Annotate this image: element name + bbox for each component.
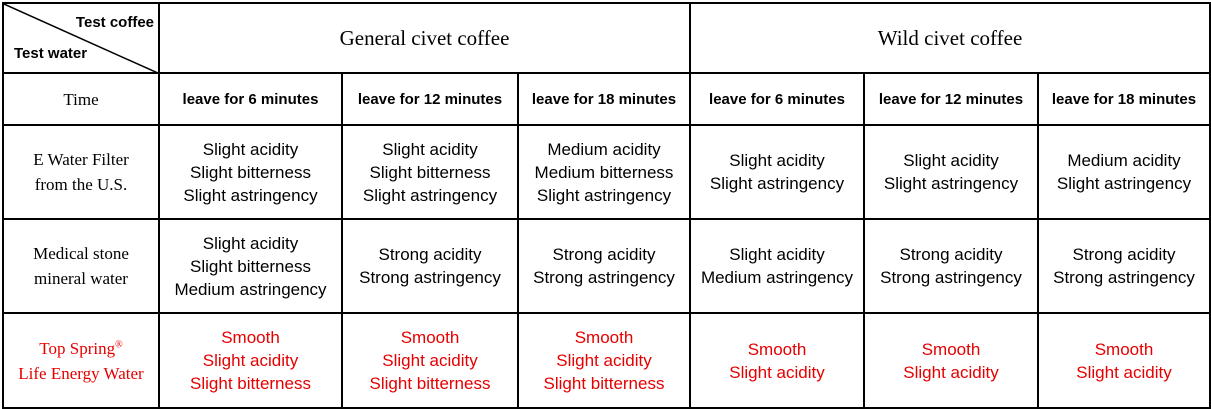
taste-note: Slight acidity — [903, 362, 999, 382]
taste-note: Medium bitterness — [534, 162, 674, 182]
time-header-cell: leave for 6 minutes — [689, 72, 865, 126]
taste-note: Slight bitterness — [369, 162, 491, 182]
taste-note: Slight astringency — [1056, 174, 1192, 193]
time-row-label: Time — [2, 72, 160, 126]
taste-note: Slight acidity — [556, 351, 652, 370]
time-header-cell: leave for 12 minutes — [863, 72, 1039, 126]
diagonal-divider — [4, 4, 160, 74]
taste-note: Smooth — [574, 328, 634, 347]
corner-cell: Test coffee Test water — [2, 2, 160, 74]
taste-note: Slight acidity — [382, 351, 478, 370]
taste-note: Medium astringency — [700, 268, 854, 287]
taste-result-cell: Slight acidity Slight bitterness Slight as… — [158, 124, 343, 220]
taste-note: Slight acidity — [1076, 362, 1172, 382]
taste-result-cell: Strong acidity Strong astringency — [517, 218, 691, 314]
taste-result-cell: Smooth Slight acidity Slight bitterness — [517, 312, 691, 409]
taste-result-cell: Slight acidity Slight astringency — [689, 124, 865, 220]
water-row-e-water: E Water Filter from the U.S. Slight acidit… — [2, 124, 1211, 220]
water-type-label-line: Life Energy Water — [18, 363, 144, 383]
taste-note: Medium acidity — [547, 139, 661, 159]
corner-top-label: Test coffee — [75, 14, 154, 31]
taste-note: Slight acidity — [729, 151, 825, 170]
taste-note: Strong astringency — [359, 268, 501, 287]
taste-result-cell: Slight acidity Medium astringency — [689, 218, 865, 314]
taste-note: Smooth — [400, 328, 460, 347]
time-header-cell: leave for 12 minutes — [341, 72, 519, 126]
taste-note: Strong acidity — [1072, 245, 1176, 264]
taste-note: Slight acidity — [903, 151, 999, 170]
water-type-label-line: mineral water — [34, 269, 128, 288]
water-type-label-line: from the U.S. — [34, 175, 128, 194]
taste-note: Strong acidity — [552, 245, 656, 264]
taste-note: Slight astringency — [883, 174, 1019, 193]
taste-result-cell: Smooth Slight acidity Slight bitterness — [341, 312, 519, 409]
taste-note: Strong acidity — [378, 245, 482, 264]
registered-mark: ® — [115, 338, 123, 350]
taste-note: Medium astringency — [174, 279, 327, 299]
group-header-general: General civet coffee — [158, 2, 691, 74]
time-header-cell: leave for 6 minutes — [158, 72, 343, 126]
water-type-label-line: Top Spring® — [39, 338, 123, 358]
taste-result-cell: Strong acidity Strong astringency — [341, 218, 519, 314]
taste-result-cell: Smooth Slight acidity — [1037, 312, 1211, 409]
water-type-label-line: Medical stone — [33, 244, 129, 263]
time-row: Time leave for 6 minutes leave for 12 mi… — [2, 72, 1211, 126]
time-header-cell: leave for 18 minutes — [1037, 72, 1211, 126]
taste-note: Smooth — [1094, 339, 1154, 359]
taste-note: Slight astringency — [183, 185, 318, 205]
taste-result-cell: Medium acidity Slight astringency — [1037, 124, 1211, 220]
taste-note: Slight astringency — [709, 174, 845, 193]
taste-note: Smooth — [221, 328, 280, 347]
corner-bottom-label: Test water — [14, 45, 88, 62]
taste-note: Slight bitterness — [543, 374, 665, 393]
taste-note: Smooth — [921, 339, 981, 359]
taste-result-cell: Smooth Slight acidity — [689, 312, 865, 409]
taste-note: Slight bitterness — [190, 256, 311, 276]
taste-note: Slight acidity — [729, 362, 825, 382]
taste-note: Smooth — [747, 339, 807, 359]
water-type-label: E Water Filter from the U.S. — [2, 124, 160, 220]
time-header-cell: leave for 18 minutes — [517, 72, 691, 126]
taste-result-cell: Smooth Slight acidity Slight bitterness — [158, 312, 343, 409]
taste-result-cell: Smooth Slight acidity — [863, 312, 1039, 409]
taste-note: Slight astringency — [362, 185, 498, 205]
taste-note: Slight acidity — [202, 233, 299, 253]
taste-note: Slight acidity — [202, 139, 299, 159]
group-header-row: Test coffee Test water General civet cof… — [2, 2, 1211, 74]
taste-note: Slight bitterness — [369, 374, 491, 393]
taste-result-cell: Slight acidity Slight astringency — [863, 124, 1039, 220]
taste-note: Slight astringency — [536, 185, 672, 205]
taste-note: Slight acidity — [202, 351, 299, 370]
group-header-wild: Wild civet coffee — [689, 2, 1211, 74]
taste-result-cell: Slight acidity Slight bitterness Medium as… — [158, 218, 343, 314]
taste-note: Strong acidity — [899, 245, 1003, 264]
taste-note: Slight bitterness — [190, 162, 311, 182]
water-type-label: Medical stone mineral water — [2, 218, 160, 314]
water-row-medical-stone: Medical stone mineral water Slight acidity… — [2, 218, 1211, 314]
taste-result-cell: Medium acidity Medium bitterness Slight as… — [517, 124, 691, 220]
water-type-label: Top Spring® Life Energy Water — [2, 312, 160, 409]
taste-note: Strong astringency — [880, 268, 1022, 287]
taste-note: Slight acidity — [729, 245, 825, 264]
taste-note: Strong astringency — [1053, 268, 1195, 287]
taste-result-cell: Slight acidity Slight bitterness Slight as… — [341, 124, 519, 220]
taste-note: Slight acidity — [382, 139, 478, 159]
water-type-label-line: E Water Filter — [33, 150, 129, 169]
taste-result-cell: Strong acidity Strong astringency — [863, 218, 1039, 314]
taste-note: Strong astringency — [533, 268, 675, 287]
water-row-top-spring: Top Spring® Life Energy Water Smooth Slight… — [2, 312, 1211, 409]
taste-note: Slight bitterness — [190, 374, 311, 393]
taste-note: Medium acidity — [1067, 151, 1181, 170]
taste-result-cell: Strong acidity Strong astringency — [1037, 218, 1211, 314]
